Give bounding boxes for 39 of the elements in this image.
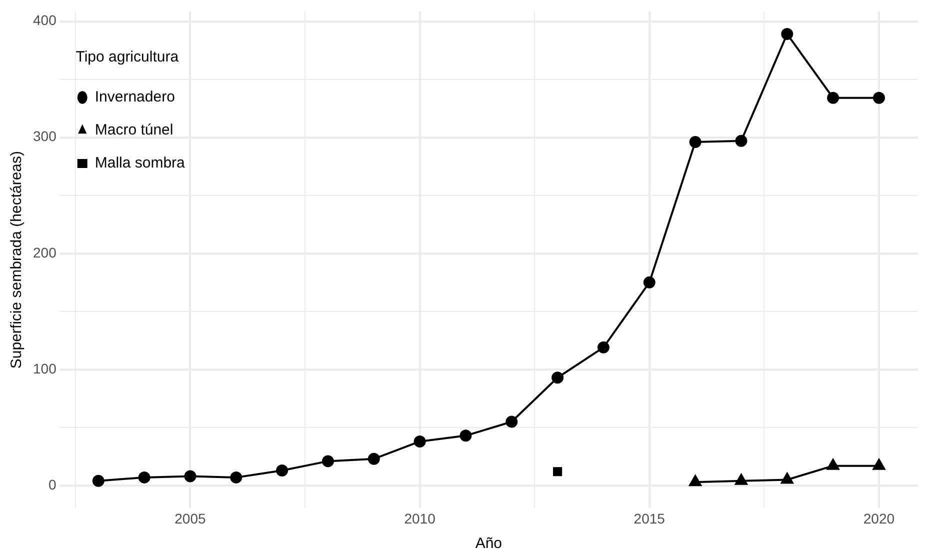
point [689,136,702,148]
point [735,474,748,485]
x-tick-label: 2010 [404,510,436,526]
y-tick-label: 300 [33,128,57,144]
point [689,475,702,486]
point [414,435,426,448]
point [460,430,472,442]
legend-title: Tipo agricultura [76,48,180,66]
point [827,92,840,104]
x-tick-label: 2005 [174,510,206,526]
y-tick-label: 200 [33,244,57,260]
x-tick-label: 2020 [863,510,895,526]
x-axis-title: Año [475,535,502,552]
point [368,452,380,465]
point [553,467,562,476]
point [138,471,150,484]
legend-label: Malla sombra [94,154,186,172]
point [735,134,748,147]
point [780,472,794,484]
point [322,455,334,468]
point [230,471,242,484]
point [826,458,840,470]
y-tick-label: 400 [33,12,57,28]
point [597,341,610,354]
point [276,464,288,476]
point [643,276,656,288]
point [872,458,886,470]
point [872,92,885,104]
legend-label: Invernadero [94,88,175,106]
y-tick-label: 0 [48,476,57,492]
point [184,470,196,482]
point [781,28,794,40]
x-tick-label: 2015 [634,510,666,526]
legend-label: Macro túnel [94,122,174,139]
y-tick-label: 100 [33,360,57,376]
point [552,372,564,384]
y-axis-title: Superficie sembrada (hectáreas) [8,150,26,369]
point [506,416,518,428]
point [92,474,104,487]
